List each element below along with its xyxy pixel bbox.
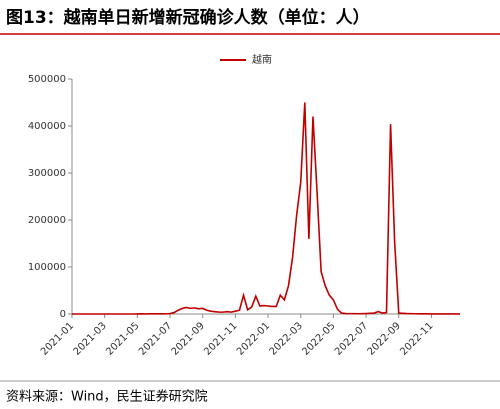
y-tick-label: 500000 [28, 74, 66, 85]
x-tick-label: 2022-05 [300, 320, 337, 357]
chart-title: 图13：越南单日新增新冠确诊人数（单位：人） [6, 7, 370, 28]
x-tick-label: 2022-09 [366, 320, 403, 357]
y-tick-label: 300000 [28, 168, 66, 179]
line-series [72, 102, 460, 315]
y-tick-label: 0 [60, 309, 66, 320]
x-tick-label: 2021-07 [137, 320, 174, 357]
y-tick-label: 100000 [28, 262, 66, 273]
x-tick-label: 2021-11 [202, 320, 239, 357]
x-tick-label: 2021-03 [72, 320, 109, 357]
x-tick-label: 2022-11 [398, 320, 435, 357]
y-tick-label: 200000 [28, 215, 66, 226]
x-tick-label: 2021-09 [170, 320, 207, 357]
x-tick-label: 2022-07 [333, 320, 370, 357]
legend-label: 越南 [252, 53, 272, 66]
x-tick-label: 2021-01 [39, 320, 76, 357]
source-note: 资料来源：Wind，民生证券研究院 [6, 389, 208, 405]
x-tick-label: 2022-03 [268, 320, 305, 357]
y-tick-label: 400000 [28, 121, 66, 132]
x-tick-label: 2021-05 [104, 320, 141, 357]
x-tick-label: 2022-01 [235, 320, 272, 357]
